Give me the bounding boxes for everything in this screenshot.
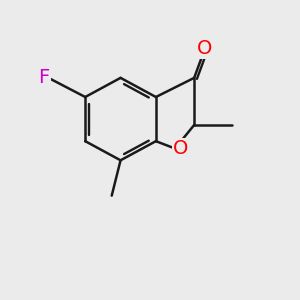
Text: O: O: [197, 39, 212, 58]
Text: O: O: [172, 139, 188, 158]
Text: F: F: [38, 68, 50, 87]
